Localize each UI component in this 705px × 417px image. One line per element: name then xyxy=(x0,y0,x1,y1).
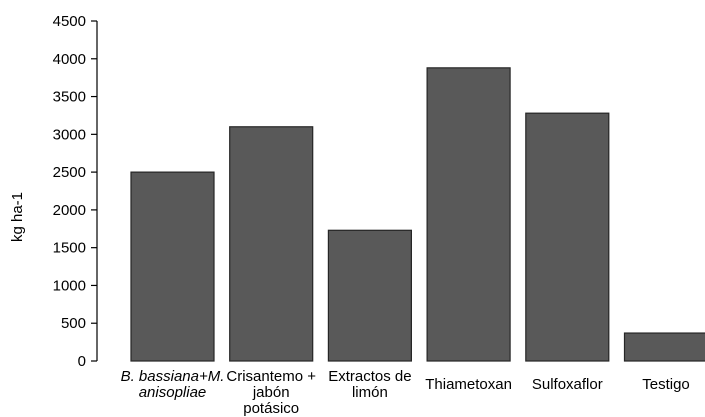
x-category-label-line: Testigo xyxy=(642,376,690,393)
x-category-label-line: Extractos de xyxy=(328,368,411,385)
y-tick-label: 4000 xyxy=(53,51,86,68)
y-tick-label: 2500 xyxy=(53,164,86,181)
bar xyxy=(327,229,412,362)
x-category-label-line: Sulfoxaflor xyxy=(532,376,603,393)
bar xyxy=(426,67,511,362)
y-axis: 0 500 1000 1500 2000 2500 3000 3500 4000 4500 xyxy=(53,13,98,370)
x-category-label-line: anisopliae xyxy=(139,384,207,401)
x-category-label-line: Thiametoxan xyxy=(425,376,512,393)
y-tick-label: 2000 xyxy=(53,202,86,219)
x-category-label: B. bassiana+M. anisopliae xyxy=(121,368,225,401)
y-tick-label: 3500 xyxy=(53,89,86,106)
y-axis-title: kg ha-1 xyxy=(9,192,26,242)
bar xyxy=(623,332,705,362)
y-tick-label: 0 xyxy=(78,353,86,370)
bar xyxy=(525,112,610,362)
y-tick-label: 500 xyxy=(61,315,86,332)
y-tick-label: 3000 xyxy=(53,126,86,143)
x-category-label: Crisantemo + jabón potásico xyxy=(226,368,316,417)
x-category-label-line: B. bassiana+M. xyxy=(121,368,225,385)
x-category-label-line: jabón xyxy=(252,384,290,401)
y-tick-label: 1000 xyxy=(53,277,86,294)
x-category-label-line: Crisantemo + xyxy=(226,368,316,385)
x-category-label: Sulfoxaflor xyxy=(532,376,603,393)
x-category-label: Extractos de limón xyxy=(328,368,411,401)
bars xyxy=(130,67,705,362)
x-category-label-line: limón xyxy=(352,384,388,401)
bar xyxy=(229,126,314,362)
x-category-label-line: potásico xyxy=(243,400,299,417)
x-category-label: Testigo xyxy=(642,376,690,393)
y-tick-label: 1500 xyxy=(53,240,86,257)
y-tick-label: 4500 xyxy=(53,13,86,30)
x-category-label: Thiametoxan xyxy=(425,376,512,393)
bar xyxy=(130,171,215,362)
